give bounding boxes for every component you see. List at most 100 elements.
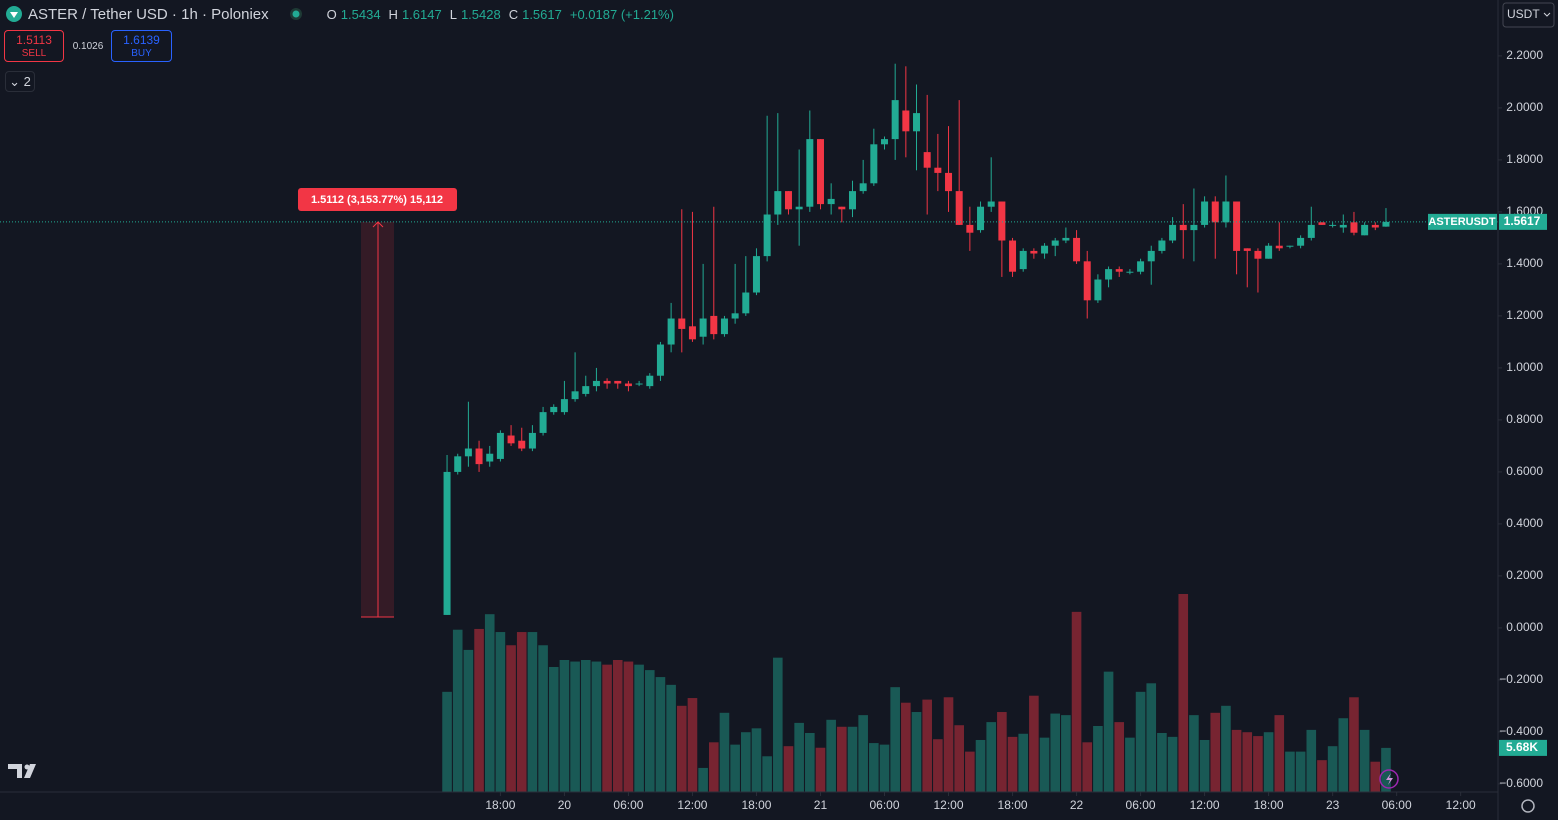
volume-bar	[1082, 742, 1093, 792]
currency-label: USDT	[1507, 7, 1540, 21]
candle-body	[710, 315, 718, 335]
candle-body	[614, 380, 622, 384]
volume-bar	[570, 661, 580, 792]
volume-bar	[666, 684, 676, 792]
candle-body	[923, 152, 931, 168]
candle-body	[945, 172, 953, 192]
candle-body	[1243, 248, 1251, 251]
volume-bar	[901, 702, 911, 792]
volume-bar	[452, 629, 463, 792]
volume-bar	[698, 767, 708, 792]
spread: 0.1026	[72, 41, 104, 52]
candle-body	[1275, 245, 1283, 249]
y-tick-label: −0.2000	[1499, 672, 1543, 686]
currency-select[interactable]	[1502, 2, 1555, 28]
volume-bar	[1327, 746, 1338, 792]
volume-tag-bg	[1499, 739, 1547, 756]
ohlc-label: O	[326, 6, 337, 22]
candle-body	[987, 201, 995, 207]
sell-button[interactable]: 1.5113 SELL	[4, 30, 64, 62]
x-tick-label: 12:00	[677, 798, 707, 812]
settings-icon[interactable]	[1521, 799, 1535, 813]
volume-bar	[719, 712, 730, 792]
candle-body	[1073, 237, 1081, 262]
candle-body	[816, 139, 824, 205]
volume-bar	[559, 660, 570, 792]
buy-button[interactable]: 1.6139 BUY	[111, 30, 172, 62]
volume-bar	[879, 744, 890, 792]
header: ASTER / Tether USD · 1h · Poloniex O 1.54…	[6, 4, 678, 24]
alert-icon[interactable]	[1379, 769, 1399, 789]
volume-bar	[986, 722, 996, 792]
volume-bar	[644, 670, 655, 792]
x-tick-label: 20	[558, 798, 572, 812]
volume-bar	[1359, 729, 1370, 792]
candle-body	[454, 456, 462, 472]
candle-body	[752, 256, 760, 293]
candle-body	[763, 214, 771, 257]
volume-bar	[730, 744, 740, 792]
currency-caret	[1543, 12, 1551, 17]
x-tick-label: 21	[814, 798, 828, 812]
volume-bar	[869, 743, 879, 792]
candle-body	[902, 110, 910, 132]
x-tick-label: 22	[1070, 798, 1084, 812]
volume-bar	[1210, 712, 1221, 792]
x-tick-label: 12:00	[1446, 798, 1476, 812]
candle-body	[1062, 237, 1070, 241]
volume-bar	[847, 726, 858, 792]
x-tick-label: 12:00	[934, 798, 964, 812]
candle-body	[774, 191, 782, 215]
volume-bar	[655, 677, 666, 792]
volume-bar	[1263, 732, 1274, 792]
candle-body	[806, 139, 814, 207]
candle-body	[1382, 221, 1390, 227]
candle-body	[891, 100, 899, 140]
candle-body	[1254, 250, 1262, 259]
candle-body	[475, 448, 483, 465]
candle-body	[1158, 240, 1166, 251]
x-tick-label: 23	[1326, 798, 1340, 812]
candle-body	[848, 191, 856, 210]
sell-price: 1.5113	[16, 33, 52, 47]
volume-bar	[1050, 713, 1061, 792]
volume-bar	[943, 697, 954, 792]
volume-bar	[815, 747, 826, 792]
change: +0.0187 (+1.21%)	[569, 6, 674, 22]
volume-bar	[1093, 726, 1103, 792]
ohlc-value: 1.6147	[401, 6, 442, 22]
candle-body	[1307, 224, 1315, 238]
volume-bar	[1157, 732, 1167, 792]
ohlc-value: 1.5617	[522, 6, 562, 22]
volume-bar	[1018, 733, 1029, 792]
candle-body	[720, 318, 728, 335]
candle-body	[1137, 261, 1145, 272]
y-tick-label: 2.0000	[1506, 100, 1543, 114]
x-tick-label: 06:00	[1382, 798, 1412, 812]
measure-tag	[298, 188, 457, 211]
volume-bar	[1178, 594, 1189, 792]
candle-body	[827, 198, 835, 205]
indicator-toggle[interactable]: ⌄ 2	[5, 71, 35, 92]
y-tick-label: 1.2000	[1506, 308, 1543, 322]
x-tick-label: 06:00	[613, 798, 643, 812]
candle-body	[464, 448, 472, 457]
volume-bar	[1199, 739, 1210, 792]
volume-bar	[676, 705, 687, 792]
volume-bar	[911, 712, 922, 792]
candle-body	[1051, 240, 1059, 246]
indicator-count: 2	[23, 74, 31, 89]
candle-body	[592, 380, 600, 387]
volume-bar	[740, 732, 751, 792]
volume-bar	[1071, 611, 1082, 792]
volume-bar	[826, 719, 836, 792]
volume-bar	[1306, 729, 1317, 792]
volume-bar	[1167, 736, 1178, 792]
candle-body	[539, 412, 547, 433]
x-tick-label: 18:00	[998, 798, 1028, 812]
volume-tag: 5.68K	[1506, 740, 1538, 754]
candle-body	[582, 386, 590, 394]
candle-body	[1009, 240, 1017, 272]
